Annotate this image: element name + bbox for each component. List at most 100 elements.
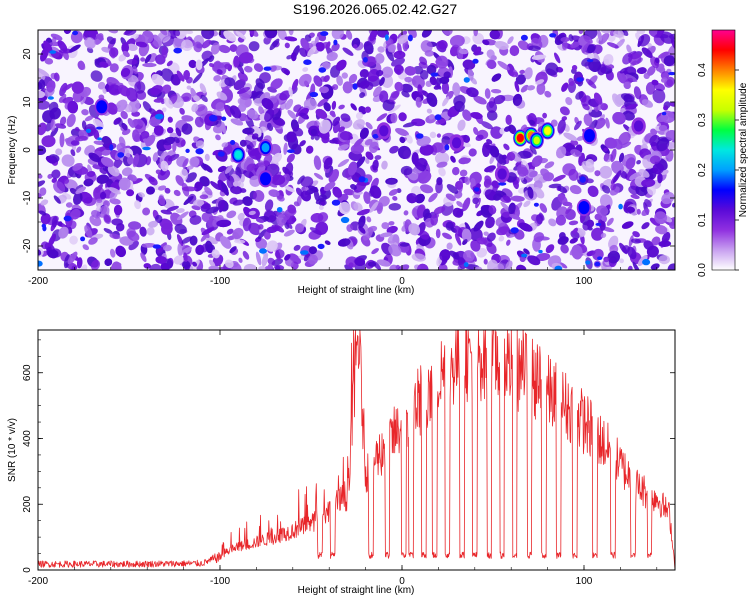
heatmap-cell <box>350 184 357 190</box>
heatmap-cell <box>392 196 398 201</box>
heatmap-cell <box>128 174 138 182</box>
heatmap-cell <box>450 155 456 163</box>
heatmap-cell <box>108 84 122 96</box>
heatmap-cell <box>318 119 331 134</box>
heatmap-cell <box>160 262 170 270</box>
colorbar-tick-label: 0.2 <box>697 163 708 177</box>
heatmap-cell <box>505 260 513 270</box>
heatmap-cell <box>121 42 130 53</box>
heatmap-cell <box>175 127 182 137</box>
heatmap-cell <box>669 101 675 107</box>
heatmap-cell <box>232 181 239 187</box>
heatmap-cell <box>337 126 345 133</box>
heatmap-cell <box>596 205 609 216</box>
heatmap-cell <box>467 67 474 81</box>
heatmap-cell <box>51 169 61 179</box>
heatmap-cell <box>137 192 146 198</box>
heatmap-cell <box>387 234 399 244</box>
heatmap-cell <box>621 221 634 229</box>
heatmap-cell <box>226 175 235 189</box>
heatmap-cell <box>570 41 580 49</box>
heatmap-cell <box>557 119 566 134</box>
heatmap-cell <box>363 41 374 55</box>
heatmap-cell <box>572 227 578 235</box>
heatmap-cell <box>647 43 652 48</box>
heatmap-cell <box>127 118 135 128</box>
heatmap-cell <box>130 178 143 185</box>
heatmap-cell <box>472 58 479 64</box>
heatmap-cell <box>419 144 434 156</box>
heatmap-cell <box>145 156 152 166</box>
heatmap-cell <box>209 114 218 122</box>
heatmap-cell <box>159 30 168 36</box>
heatmap-cell <box>455 208 464 217</box>
heatmap-cell <box>200 94 208 103</box>
heatmap-cell <box>672 202 675 208</box>
heatmap-cell <box>44 58 54 65</box>
heatmap-cell <box>607 250 620 264</box>
heatmap-cell <box>224 165 233 174</box>
heatmap-cell <box>505 114 512 125</box>
heatmap-cell <box>337 238 351 247</box>
heatmap-cell <box>210 42 221 55</box>
heatmap-cell <box>308 246 317 255</box>
heatmap-cell <box>41 135 56 148</box>
heatmap-cell <box>318 205 324 211</box>
heatmap-cell <box>263 66 272 71</box>
heatmap-cell <box>632 261 641 270</box>
heatmap-cell <box>418 61 428 69</box>
heatmap-cell <box>565 204 573 215</box>
heatmap-cell <box>539 203 548 213</box>
heatmap-cell <box>288 253 302 265</box>
heatmap-cell <box>656 137 670 152</box>
heatmap-cell <box>508 124 517 135</box>
heatmap-cell <box>399 136 406 144</box>
heatmap-cell <box>340 113 351 122</box>
heatmap-cell <box>355 111 364 120</box>
y-tick-label: 200 <box>22 495 33 512</box>
heatmap-cell <box>82 244 90 251</box>
heatmap-cell <box>581 95 591 107</box>
heatmap-cell <box>433 206 446 215</box>
heatmap-cell <box>293 201 300 207</box>
heatmap-cell <box>126 156 134 165</box>
heatmap-cell <box>142 207 151 216</box>
heatmap-cell <box>300 176 314 188</box>
heatmap-cell <box>212 61 227 76</box>
heatmap-cell <box>264 108 275 122</box>
heatmap-cell <box>173 255 184 265</box>
heatmap-cell <box>183 252 188 263</box>
heatmap-cell <box>143 263 152 269</box>
colorbar-tick-label: 0.4 <box>697 63 708 77</box>
heatmap-cell <box>594 170 601 177</box>
heatmap-cells <box>38 30 675 270</box>
heatmap-cell <box>132 153 140 168</box>
heatmap-cell <box>299 47 308 57</box>
heatmap-cell <box>486 49 495 59</box>
heatmap-cell <box>313 172 324 180</box>
heatmap-cell <box>90 259 101 270</box>
heatmap-cell <box>531 54 547 60</box>
heatmap-cell <box>209 259 216 268</box>
heatmap-cell <box>102 87 107 94</box>
heatmap-cell <box>586 219 595 228</box>
heatmap-cell <box>121 167 133 177</box>
heatmap-cell <box>264 199 274 212</box>
heatmap-cell <box>47 173 53 179</box>
heatmap-cell <box>430 72 439 77</box>
heatmap-cell <box>428 113 435 120</box>
heatmap-cell <box>39 187 47 196</box>
heatmap-cell <box>170 212 183 226</box>
heatmap-cell <box>533 232 545 243</box>
heatmap-cell <box>309 91 319 98</box>
heatmap-cell <box>283 229 295 237</box>
heatmap-cell <box>603 256 610 263</box>
heatmap-cell <box>99 61 109 68</box>
heatmap-cell <box>118 84 131 97</box>
heatmap-cell <box>519 256 526 263</box>
heatmap-cell <box>42 225 47 232</box>
heatmap-cell <box>244 65 253 73</box>
heatmap-cell <box>325 41 331 50</box>
heatmap-cell <box>153 98 166 103</box>
heatmap-cell <box>382 99 395 111</box>
